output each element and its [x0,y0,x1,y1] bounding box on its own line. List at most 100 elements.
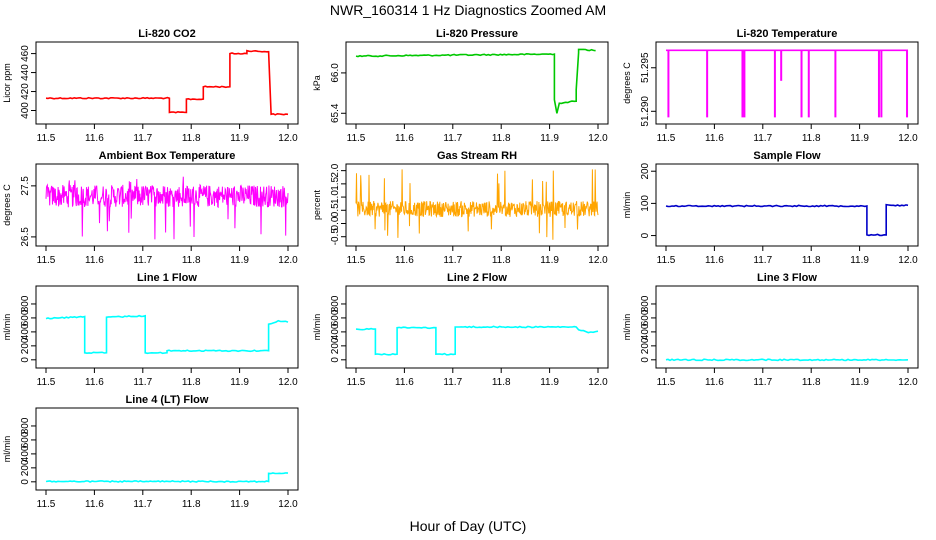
li-820-temperature-ytick-label: 51.295 [640,52,651,83]
li-820-pressure-title: Li-820 Pressure [436,28,518,40]
gas-stream-rh-ylabel: percent [312,189,322,220]
line-2-flow-ytick-label: 200 [330,337,341,354]
li-820-pressure-ylabel: kPa [312,75,322,91]
line-2-flow-xtick-label: 11.6 [395,377,414,388]
line-2-flow-panel: Line 2 Flow 11.5 11.6 11.7 11.8 11.9 12.0 0 2004… [312,272,609,388]
li-820-pressure-ytick-label: 65.4 [330,103,341,123]
line-1-flow-series-line [45,314,289,355]
line-2-flow-ytick-label: 400 [330,323,341,340]
line-2-flow-ytick-label: 0 [330,357,341,363]
sample-flow-title: Sample Flow [753,150,821,162]
line-3-flow-ytick-label: 400 [640,323,651,340]
gas-stream-rh-ytick-label: 2.0 [330,163,341,177]
ambient-box-temperature-xtick-label: 12.0 [278,255,298,266]
li-820-co2-ytick-label: 440 [20,64,31,81]
li-820-pressure-xtick-label: 11.9 [540,133,559,144]
sample-flow-xtick-label: 11.7 [753,255,772,266]
line-2-flow-xtick-label: 11.7 [443,377,462,388]
line-4-lt-flow-xtick-label: 11.5 [37,499,56,510]
line-4-lt-flow-ytick-label: 400 [20,445,31,462]
li-820-co2-xtick-label: 11.5 [37,133,56,144]
line-3-flow-panel: Line 3 Flow 11.5 11.6 11.7 11.8 11.9 12.0 0 2004… [622,272,919,388]
line-1-flow-xtick-label: 11.7 [133,377,152,388]
li-820-pressure-xtick-label: 11.8 [492,133,511,144]
gas-stream-rh-xtick-label: 11.9 [540,255,559,266]
ambient-box-temperature-ytick-label: 27.5 [20,176,31,196]
line-1-flow-ytick-label: 800 [20,295,31,312]
gas-stream-rh-ytick-label: 1.5 [330,176,341,190]
li-820-temperature-ytick-label: 51.290 [640,96,651,127]
line-4-lt-flow-xtick-label: 11.7 [133,499,152,510]
li-820-co2-panel: Li-820 CO2 11.5 11.6 11.7 11.8 11.9 12.0 400 420… [2,28,299,144]
li-820-pressure-series-line [355,48,596,114]
sample-flow-xtick-label: 12.0 [898,255,918,266]
x-axis-title: Hour of Day (UTC) [409,518,527,534]
li-820-co2-ytick-label: 460 [20,45,31,62]
ambient-box-temperature-xtick-label: 11.9 [230,255,249,266]
line-3-flow-series-line [665,358,909,362]
ambient-box-temperature-xtick-label: 11.8 [182,255,201,266]
line-4-lt-flow-frame [35,407,299,491]
line-3-flow-ytick-label: 600 [640,309,651,326]
gas-stream-rh-ytick-label: -0.5 [330,228,341,246]
li-820-temperature-frame [655,41,919,125]
li-820-co2-xtick-label: 11.9 [230,133,249,144]
gas-stream-rh-xtick-label: 11.8 [492,255,511,266]
li-820-pressure-xtick-label: 12.0 [588,133,608,144]
line-3-flow-frame [655,285,919,369]
li-820-temperature-panel: Li-820 Temperature 11.5 11.6 11.7 11.8 11.9 12… [622,28,919,144]
line-4-lt-flow-ytick-label: 600 [20,431,31,448]
li-820-pressure-frame [345,41,609,125]
line-1-flow-ytick-label: 600 [20,309,31,326]
line-1-flow-panel: Line 1 Flow 11.5 11.6 11.7 11.8 11.9 12.0 0 2004… [2,272,299,388]
line-2-flow-series-line [355,325,599,356]
line-2-flow-title: Line 2 Flow [447,272,507,284]
line-2-flow-frame [345,285,609,369]
line-1-flow-ylabel: ml/min [2,314,12,341]
ambient-box-temperature-series-line [45,176,289,240]
li-820-temperature-xtick-label: 11.8 [802,133,821,144]
gas-stream-rh-panel: Gas Stream RH 11.5 11.6 11.7 11.8 11.9 12.0 -0.… [312,150,609,266]
sample-flow-xtick-label: 11.6 [705,255,724,266]
ambient-box-temperature-title: Ambient Box Temperature [99,150,236,162]
gas-stream-rh-xtick-label: 11.7 [443,255,462,266]
line-3-flow-xtick-label: 12.0 [898,377,918,388]
figure-title: NWR_160314 1 Hz Diagnostics Zoomed AM [329,2,607,18]
line-4-lt-flow-ylabel: ml/min [2,436,12,463]
line-2-flow-ytick-label: 800 [330,295,341,312]
line-4-lt-flow-panel: Line 4 (LT) Flow 11.5 11.6 11.7 11.8 11.9 12.0… [2,394,299,510]
gas-stream-rh-xtick-label: 11.5 [347,255,366,266]
sample-flow-ytick-label: 0 [640,232,651,238]
line-4-lt-flow-ytick-label: 0 [20,479,31,485]
ambient-box-temperature-ytick-label: 26.5 [20,227,31,247]
line-2-flow-ylabel: ml/min [312,314,322,341]
li-820-co2-xtick-label: 11.8 [182,133,201,144]
line-3-flow-xtick-label: 11.8 [802,377,821,388]
sample-flow-ylabel: ml/min [622,192,632,219]
line-1-flow-ytick-label: 400 [20,323,31,340]
line-2-flow-xtick-label: 11.9 [540,377,559,388]
line-1-flow-xtick-label: 11.5 [37,377,56,388]
ambient-box-temperature-ylabel: degrees C [2,184,12,226]
gas-stream-rh-series-line [355,169,599,240]
li-820-pressure-xtick-label: 11.5 [347,133,366,144]
li-820-pressure-xtick-label: 11.7 [443,133,462,144]
line-3-flow-xtick-label: 11.9 [850,377,869,388]
line-3-flow-ytick-label: 800 [640,295,651,312]
li-820-co2-title: Li-820 CO2 [138,28,195,40]
line-1-flow-ytick-label: 0 [20,357,31,363]
sample-flow-xtick-label: 11.5 [657,255,676,266]
line-3-flow-ytick-label: 200 [640,337,651,354]
li-820-pressure-panel: Li-820 Pressure 11.5 11.6 11.7 11.8 11.9 12.0 6… [312,28,609,144]
sample-flow-series-line [665,203,909,237]
line-3-flow-xtick-label: 11.7 [753,377,772,388]
gas-stream-rh-title: Gas Stream RH [437,150,517,162]
line-1-flow-xtick-label: 11.9 [230,377,249,388]
li-820-co2-frame [35,41,299,125]
line-3-flow-ytick-label: 0 [640,357,651,363]
sample-flow-panel: Sample Flow 11.5 11.6 11.7 11.8 11.9 12.0 0 100 2… [622,150,919,266]
ambient-box-temperature-xtick-label: 11.6 [85,255,104,266]
li-820-co2-xtick-label: 12.0 [278,133,298,144]
gas-stream-rh-frame [345,163,609,247]
sample-flow-xtick-label: 11.9 [850,255,869,266]
